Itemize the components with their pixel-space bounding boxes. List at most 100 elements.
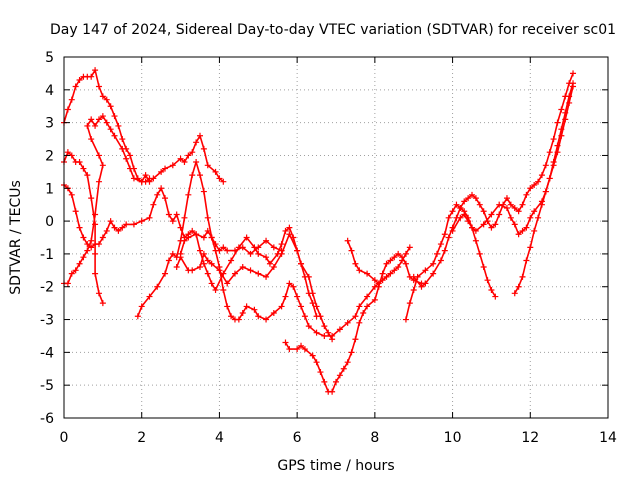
data-point xyxy=(146,175,153,182)
data-point xyxy=(503,204,510,211)
data-point xyxy=(531,208,538,215)
data-point xyxy=(197,132,203,139)
data-point xyxy=(449,208,456,215)
data-point xyxy=(111,113,118,120)
data-point xyxy=(364,303,371,310)
data-point xyxy=(103,227,110,234)
data-point xyxy=(336,372,343,379)
data-point xyxy=(99,162,106,169)
data-point xyxy=(301,313,308,320)
data-point xyxy=(461,198,468,205)
data-point xyxy=(208,260,215,267)
x-tick-label: 6 xyxy=(293,430,302,446)
data-point xyxy=(360,309,367,316)
data-point xyxy=(142,172,149,179)
y-tick-label: -2 xyxy=(40,280,54,296)
data-point xyxy=(84,247,91,254)
data-point xyxy=(538,172,545,179)
data-point xyxy=(546,149,553,156)
data-series xyxy=(177,224,320,320)
data-point xyxy=(162,270,169,277)
y-axis-label: SDTVAR / TECUs xyxy=(8,180,24,295)
data-point xyxy=(220,270,227,277)
data-series xyxy=(134,159,394,339)
data-point xyxy=(294,346,301,353)
data-point xyxy=(395,250,402,257)
x-tick-label: 8 xyxy=(370,430,379,446)
data-point xyxy=(507,201,514,208)
data-point xyxy=(88,116,95,123)
data-point xyxy=(492,221,499,228)
data-series xyxy=(282,250,429,395)
plot-frame xyxy=(63,56,609,419)
data-point xyxy=(212,287,219,294)
data-point xyxy=(231,270,238,277)
data-point xyxy=(352,313,359,320)
data-point xyxy=(224,280,231,287)
data-point xyxy=(422,280,429,287)
data-point xyxy=(290,283,297,290)
data-point xyxy=(511,221,518,228)
data-point xyxy=(274,250,281,257)
data-point xyxy=(321,378,328,385)
data-point xyxy=(204,162,211,169)
data-point xyxy=(453,201,460,208)
data-point xyxy=(492,293,499,300)
data-point xyxy=(352,260,359,267)
data-point xyxy=(95,241,102,248)
data-point xyxy=(239,264,246,271)
series-line xyxy=(179,226,318,317)
data-point xyxy=(134,313,141,320)
data-point xyxy=(286,346,293,353)
data-point xyxy=(527,185,534,192)
data-point xyxy=(95,290,102,297)
data-point xyxy=(542,162,549,169)
data-point xyxy=(220,178,227,185)
data-point xyxy=(391,267,398,274)
data-point xyxy=(282,339,289,346)
data-point xyxy=(511,204,518,211)
data-point xyxy=(235,316,242,323)
data-point xyxy=(95,152,102,159)
y-tick-label: 5 xyxy=(45,50,54,66)
data-point xyxy=(527,214,534,221)
y-tick-label: -1 xyxy=(40,247,54,263)
data-point xyxy=(437,257,444,264)
data-point xyxy=(402,316,409,323)
data-series xyxy=(511,80,577,297)
data-point xyxy=(282,293,289,300)
data-point xyxy=(64,280,71,287)
data-point xyxy=(286,224,293,231)
data-point xyxy=(406,244,413,251)
data-point xyxy=(566,93,573,100)
data-point xyxy=(348,247,355,254)
data-point xyxy=(216,267,223,274)
data-point xyxy=(410,287,417,294)
data-point xyxy=(115,122,122,129)
plot-series xyxy=(61,67,577,395)
data-point xyxy=(119,145,126,152)
data-point xyxy=(200,250,207,257)
data-point xyxy=(204,257,211,264)
data-point xyxy=(103,96,110,103)
data-point xyxy=(76,224,83,231)
data-point xyxy=(484,277,491,284)
data-point xyxy=(430,270,437,277)
data-point xyxy=(204,270,211,277)
data-point xyxy=(243,303,250,310)
data-point xyxy=(162,165,169,172)
data-point xyxy=(251,244,258,251)
data-point xyxy=(469,191,475,198)
data-point xyxy=(200,145,207,152)
data-point xyxy=(216,175,223,182)
y-tick-label: 0 xyxy=(45,214,54,230)
y-tick-label: 3 xyxy=(45,116,54,132)
data-point xyxy=(402,250,409,257)
data-point xyxy=(336,326,343,333)
data-point xyxy=(123,155,130,162)
data-point xyxy=(80,165,87,172)
data-point xyxy=(72,267,79,274)
data-point xyxy=(301,346,308,353)
data-point xyxy=(402,260,409,267)
